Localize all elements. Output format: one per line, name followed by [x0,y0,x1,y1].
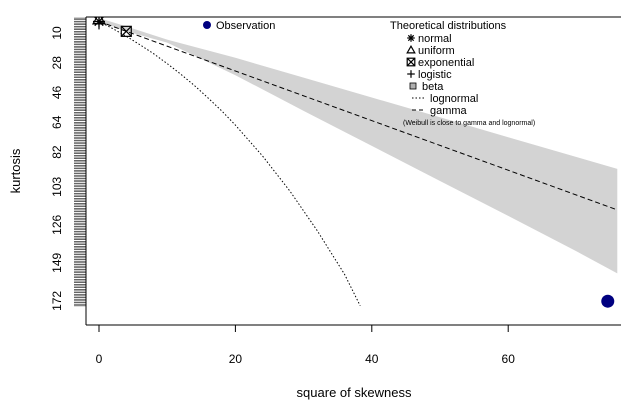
legend-item-beta: beta [409,81,444,93]
point-logistic [93,17,105,30]
point-exponential [120,25,132,37]
x-tick-label-0: 0 [96,352,103,366]
y-axis-title: kurtosis [8,148,23,193]
legend-item-lognormal: lognormal [412,93,478,105]
legend-observation-label: Observation [216,20,275,32]
legend-title: Theoretical distributions [390,20,507,32]
y-tick-label-126: 126 [50,214,64,234]
y-tick-label-103: 103 [50,176,64,196]
legend-item-exponential-marker [406,57,416,67]
legend-item-uniform: uniform [406,44,455,57]
y-tick-label-149: 149 [50,252,64,272]
legend-item-exponential: exponential [406,57,474,69]
legend-item-uniform-label: uniform [418,45,455,57]
legend-item-gamma: gamma [412,105,468,117]
y-tick-label-10: 10 [50,26,64,40]
legend-item-exponential-label: exponential [418,57,474,69]
legend-item-lognormal-label: lognormal [430,93,478,105]
legend-note: (Weibull is close to gamma and lognormal… [403,120,535,127]
y-tick-label-64: 64 [50,115,64,129]
y-tick-label-46: 46 [50,86,64,100]
legend-observation-marker [203,21,211,29]
x-axis: 0 20 40 60 [96,325,516,366]
observation-point [601,294,615,308]
legend-item-normal-marker [407,34,415,42]
legend-item-logistic: logistic [407,69,452,81]
legend-item-gamma-label: gamma [430,105,468,117]
x-tick-label-60: 60 [502,352,516,366]
plot-area [91,17,618,308]
legend-item-logistic-label: logistic [418,69,452,81]
x-axis-title: square of skewness [297,385,412,400]
legend-item-normal-label: normal [418,33,452,45]
legend-item-normal: normal [407,33,452,45]
gamma-line [98,20,618,211]
y-axis: 10 28 46 64 82 103 126 149 172 [50,17,86,311]
legend: Observation Theoretical distributionsnorm… [203,20,535,127]
lognormal-curve [98,20,361,307]
x-tick-label-20: 20 [229,352,243,366]
legend-item-uniform-marker [406,44,416,54]
x-tick-label-40: 40 [365,352,379,366]
legend-item-beta-marker [409,82,417,90]
legend-item-logistic-marker [407,70,415,78]
y-tick-label-28: 28 [50,56,64,70]
legend-item-beta-label: beta [422,81,444,93]
y-tick-label-82: 82 [50,145,64,159]
beta-region [99,18,618,274]
y-tick-label-172: 172 [50,291,64,311]
